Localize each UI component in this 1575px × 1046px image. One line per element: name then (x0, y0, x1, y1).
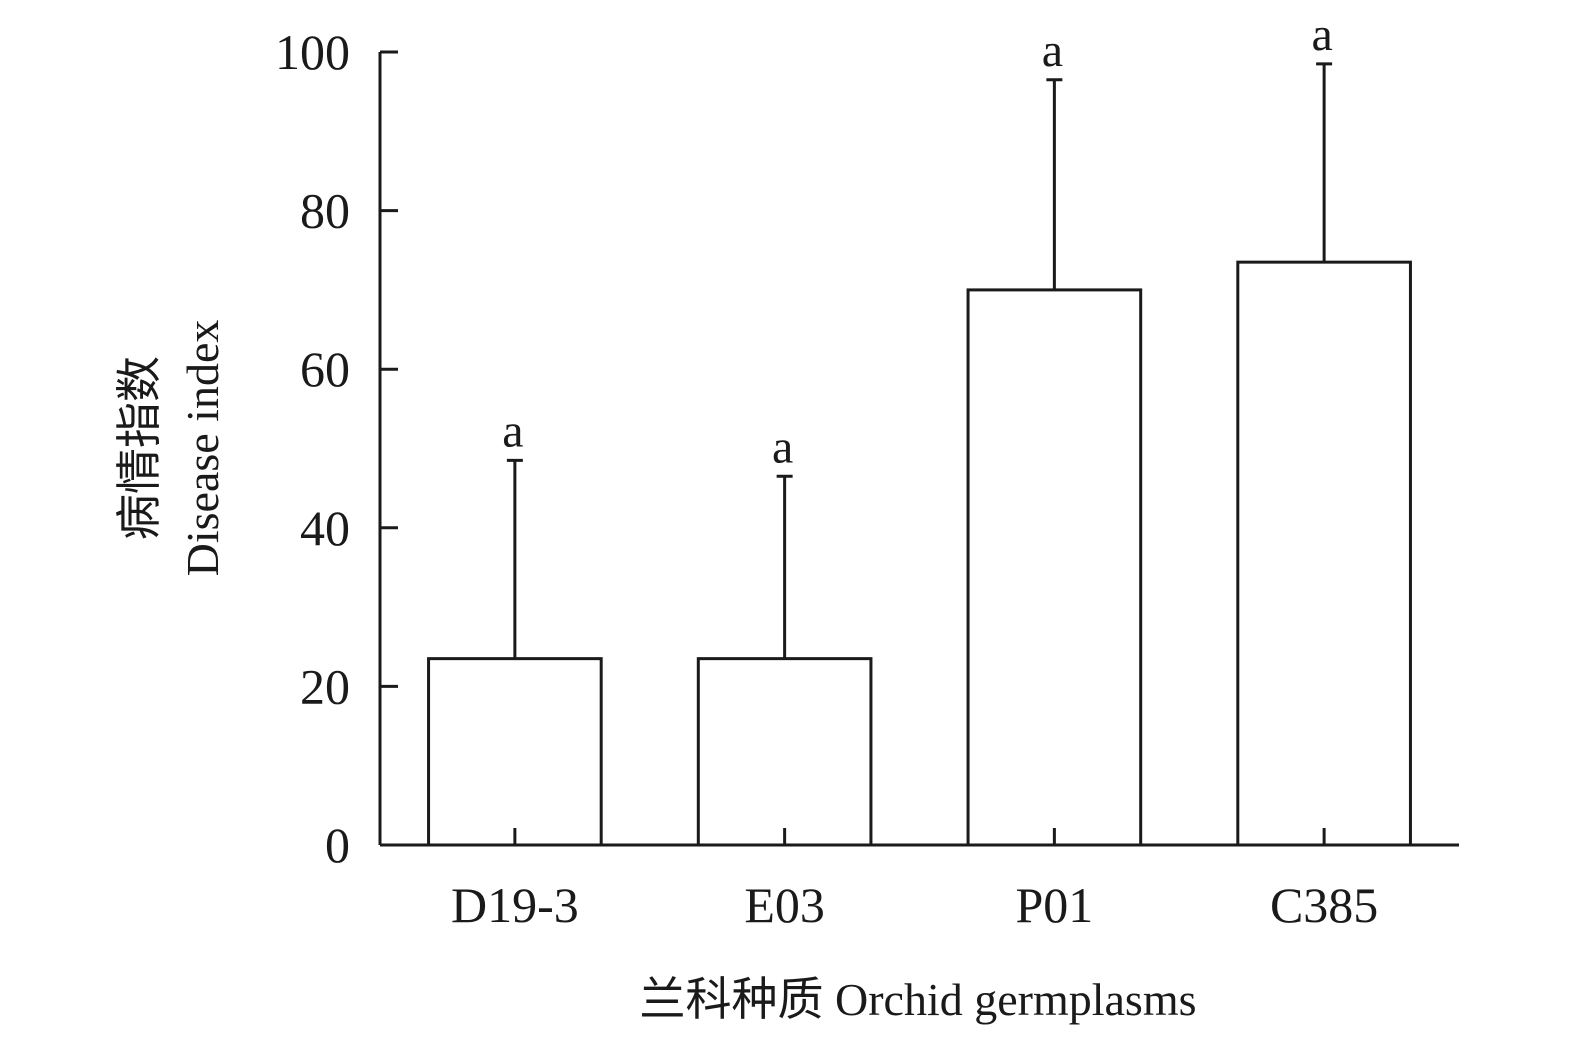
significance-letter: a (1042, 24, 1063, 77)
bar (966, 288, 1143, 847)
bar (696, 657, 873, 847)
x-axis-label: 兰科种质 Orchid germplasms (639, 974, 1196, 1025)
significance-letter: a (1311, 8, 1332, 61)
x-tick-label: E03 (744, 877, 825, 933)
significance-letter: a (772, 420, 793, 473)
x-axis-ticks: D19-3 E03 P01 C385 (451, 828, 1378, 933)
y-tick-label: 60 (300, 341, 350, 397)
significance-letter: a (502, 404, 523, 457)
y-axis-ticks: 0 20 40 60 80 100 (275, 24, 398, 873)
bar (1236, 260, 1412, 847)
y-tick-label: 100 (275, 24, 350, 80)
y-axis-label-cn: 病情指数 (114, 356, 165, 540)
y-axis-label-en: Disease index (177, 320, 228, 577)
y-tick-label: 0 (325, 817, 350, 873)
y-tick-label: 20 (300, 658, 350, 714)
significance-letters-group: a a a a (502, 8, 1333, 473)
x-tick-label: C385 (1270, 877, 1378, 933)
x-tick-label: P01 (1015, 877, 1093, 933)
error-bars-group (506, 62, 1333, 659)
y-tick-label: 80 (300, 183, 350, 239)
bar (427, 657, 603, 847)
y-tick-label: 40 (300, 500, 350, 556)
bars-group (427, 260, 1412, 847)
x-tick-label: D19-3 (451, 877, 579, 933)
